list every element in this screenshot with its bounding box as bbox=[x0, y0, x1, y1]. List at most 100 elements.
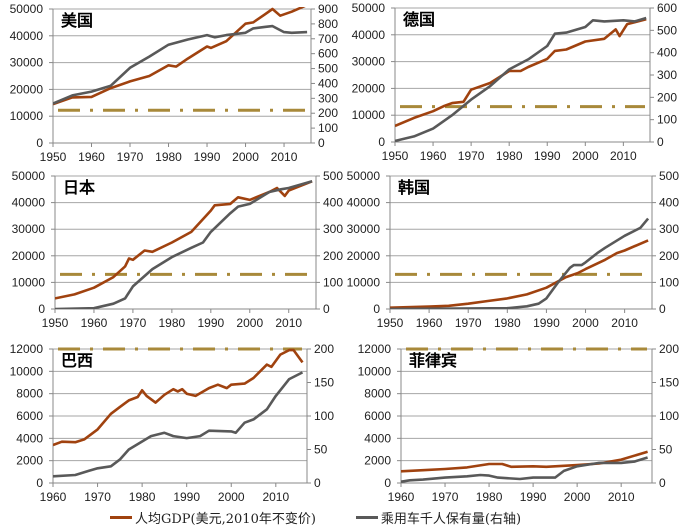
y-tick-label: 30000 bbox=[10, 56, 44, 70]
y2-tick-label: 100 bbox=[318, 121, 338, 135]
x-tick-label: 1950 bbox=[382, 149, 409, 163]
y-tick-label: 8000 bbox=[364, 387, 391, 401]
gdp-line bbox=[55, 180, 313, 300]
y2-tick-label: 100 bbox=[659, 275, 679, 289]
y2-tick-label: 600 bbox=[657, 1, 677, 15]
legend-label-cars: 乘用车千人保有量(右轴) bbox=[380, 512, 522, 527]
y-tick-label: 0 bbox=[384, 476, 391, 490]
y2-tick-label: 300 bbox=[323, 222, 343, 236]
x-tick-label: 1970 bbox=[117, 150, 144, 164]
x-tick-label: 2010 bbox=[271, 150, 298, 164]
gdp-line bbox=[395, 18, 647, 128]
y2-tick-label: 0 bbox=[318, 136, 325, 150]
gdp-line bbox=[53, 348, 304, 447]
panel-4: 0 2000 4000 6000 8000 10000 12000 0 50 100 150 200 1… bbox=[10, 342, 335, 504]
y2-tick-label: 150 bbox=[659, 376, 679, 390]
x-tick-label: 2010 bbox=[275, 316, 302, 330]
y-tick-label: 12000 bbox=[358, 342, 392, 356]
x-tick-label: 1960 bbox=[420, 149, 447, 163]
y-tick-label: 20000 bbox=[347, 249, 381, 263]
car-ownership-line bbox=[401, 456, 648, 483]
y2-tick-label: 300 bbox=[659, 222, 679, 236]
y-tick-label: 0 bbox=[36, 476, 43, 490]
car-ownership-line bbox=[53, 371, 304, 478]
x-tick-label: 1950 bbox=[40, 150, 67, 164]
x-tick-label: 1960 bbox=[78, 150, 105, 164]
panel-2: 0 10000 20000 30000 40000 50000 0 100 200 300 400 5… bbox=[12, 169, 344, 330]
y-tick-label: 12000 bbox=[10, 342, 44, 356]
x-tick-label: 2000 bbox=[572, 149, 599, 163]
y-tick-label: 50000 bbox=[347, 169, 381, 183]
x-tick-label: 2000 bbox=[564, 490, 591, 504]
y-tick-label: 0 bbox=[36, 136, 43, 150]
x-tick-label: 1950 bbox=[377, 316, 404, 330]
x-tick-label: 1980 bbox=[159, 316, 186, 330]
y-tick-label: 40000 bbox=[347, 196, 381, 210]
x-tick-label: 1980 bbox=[155, 150, 182, 164]
y2-tick-label: 700 bbox=[318, 32, 338, 46]
y-tick-label: 10000 bbox=[352, 108, 386, 122]
y-tick-label: 10000 bbox=[10, 364, 44, 378]
y-tick-label: 0 bbox=[373, 302, 380, 316]
y-tick-label: 40000 bbox=[10, 29, 44, 43]
x-tick-label: 1970 bbox=[432, 490, 459, 504]
y-tick-label: 50000 bbox=[352, 1, 386, 15]
y2-tick-label: 100 bbox=[657, 113, 677, 127]
y2-tick-label: 500 bbox=[657, 23, 677, 37]
y2-tick-label: 400 bbox=[659, 196, 679, 210]
y2-tick-label: 800 bbox=[318, 17, 338, 31]
y2-tick-label: 0 bbox=[323, 302, 330, 316]
y2-tick-label: 0 bbox=[657, 135, 664, 149]
x-tick-label: 1960 bbox=[416, 316, 443, 330]
panel-title: 巴西 bbox=[61, 351, 93, 370]
legend-label-gdp: 人均GDP(美元,2010年不变价) bbox=[135, 512, 316, 527]
y-tick-label: 10000 bbox=[10, 109, 44, 123]
y-tick-label: 10000 bbox=[347, 275, 381, 289]
x-tick-label: 1980 bbox=[494, 316, 521, 330]
panel-title: 韩国 bbox=[398, 178, 430, 197]
y2-tick-label: 400 bbox=[657, 46, 677, 60]
y2-tick-label: 100 bbox=[323, 275, 343, 289]
x-tick-label: 2010 bbox=[610, 149, 637, 163]
car-ownership-line bbox=[53, 24, 308, 105]
y2-tick-label: 200 bbox=[314, 342, 334, 356]
x-tick-label: 1970 bbox=[458, 149, 485, 163]
y-tick-label: 4000 bbox=[16, 431, 43, 445]
y-tick-label: 4000 bbox=[364, 431, 391, 445]
x-tick-label: 1990 bbox=[534, 149, 561, 163]
x-tick-label: 1970 bbox=[455, 316, 482, 330]
y-tick-label: 30000 bbox=[352, 55, 386, 69]
y2-tick-label: 200 bbox=[659, 249, 679, 263]
x-tick-label: 2010 bbox=[262, 490, 289, 504]
panel-title: 日本 bbox=[63, 178, 95, 197]
car-ownership-line bbox=[390, 217, 650, 309]
y-tick-label: 10000 bbox=[358, 364, 392, 378]
y2-tick-label: 300 bbox=[318, 91, 338, 105]
panel-0: 0100002000030000400005000001002003004005… bbox=[10, 2, 339, 164]
legend-item-gdp: 人均GDP(美元,2010年不变价) bbox=[110, 508, 316, 527]
x-tick-label: 1960 bbox=[81, 316, 108, 330]
x-tick-label: 2000 bbox=[236, 316, 263, 330]
y-tick-label: 20000 bbox=[352, 81, 386, 95]
y-tick-label: 6000 bbox=[16, 409, 43, 423]
legend-swatch-cars bbox=[355, 516, 378, 519]
y-tick-label: 50000 bbox=[12, 169, 46, 183]
y2-tick-label: 0 bbox=[659, 476, 666, 490]
x-tick-label: 2010 bbox=[611, 316, 638, 330]
x-tick-label: 1980 bbox=[129, 490, 156, 504]
x-tick-label: 2010 bbox=[608, 490, 635, 504]
x-tick-label: 1990 bbox=[194, 150, 221, 164]
x-tick-label: 2000 bbox=[572, 316, 599, 330]
legend: 人均GDP(美元,2010年不变价) 乘用车千人保有量(右轴) bbox=[110, 508, 521, 527]
y2-tick-label: 500 bbox=[659, 169, 679, 183]
gdp-line bbox=[53, 7, 306, 106]
y-tick-label: 6000 bbox=[364, 409, 391, 423]
y-tick-label: 30000 bbox=[12, 222, 46, 236]
legend-swatch-gdp bbox=[110, 516, 132, 519]
x-tick-label: 1990 bbox=[520, 490, 547, 504]
x-tick-label: 1990 bbox=[173, 490, 200, 504]
x-tick-label: 2000 bbox=[218, 490, 245, 504]
y-tick-label: 30000 bbox=[347, 222, 381, 236]
y-tick-label: 50000 bbox=[10, 2, 44, 16]
y2-tick-label: 600 bbox=[318, 47, 338, 61]
